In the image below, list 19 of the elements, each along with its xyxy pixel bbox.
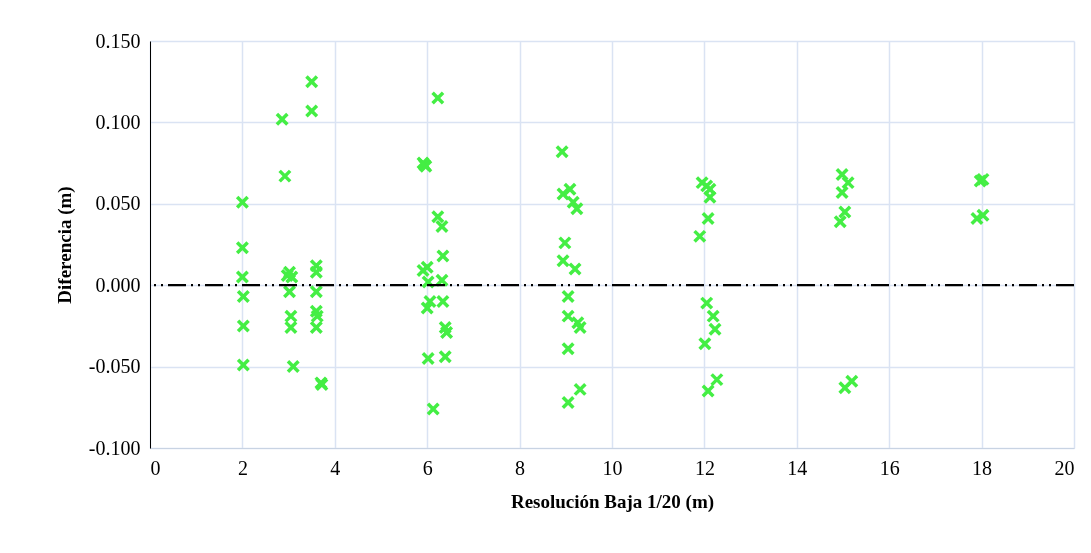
x-tick-label: 8 bbox=[515, 456, 526, 479]
x-tick-label: 0 bbox=[150, 456, 161, 479]
x-tick-label: 12 bbox=[694, 456, 715, 479]
y-tick-label: 0.150 bbox=[95, 29, 141, 52]
y-tick-label: -0.100 bbox=[88, 436, 141, 459]
x-axis-title: Resolución Baja 1/20 (m) bbox=[510, 490, 715, 513]
x-tick-label: 4 bbox=[330, 456, 341, 479]
x-tick-label: 2 bbox=[237, 456, 248, 479]
x-tick-label: 16 bbox=[879, 456, 900, 479]
x-tick-label: 10 bbox=[602, 456, 623, 479]
x-tick-label: 18 bbox=[972, 456, 993, 479]
y-tick-label: 0.000 bbox=[95, 273, 141, 296]
y-axis-title: Diferencia (m) bbox=[53, 186, 76, 304]
x-tick-label: 14 bbox=[787, 456, 808, 479]
y-tick-label: 0.050 bbox=[95, 192, 141, 215]
y-tick-label: -0.050 bbox=[88, 355, 141, 378]
y-tick-label: 0.100 bbox=[95, 110, 141, 133]
x-tick-label: 20 bbox=[1054, 456, 1075, 479]
x-tick-label: 6 bbox=[422, 456, 433, 479]
